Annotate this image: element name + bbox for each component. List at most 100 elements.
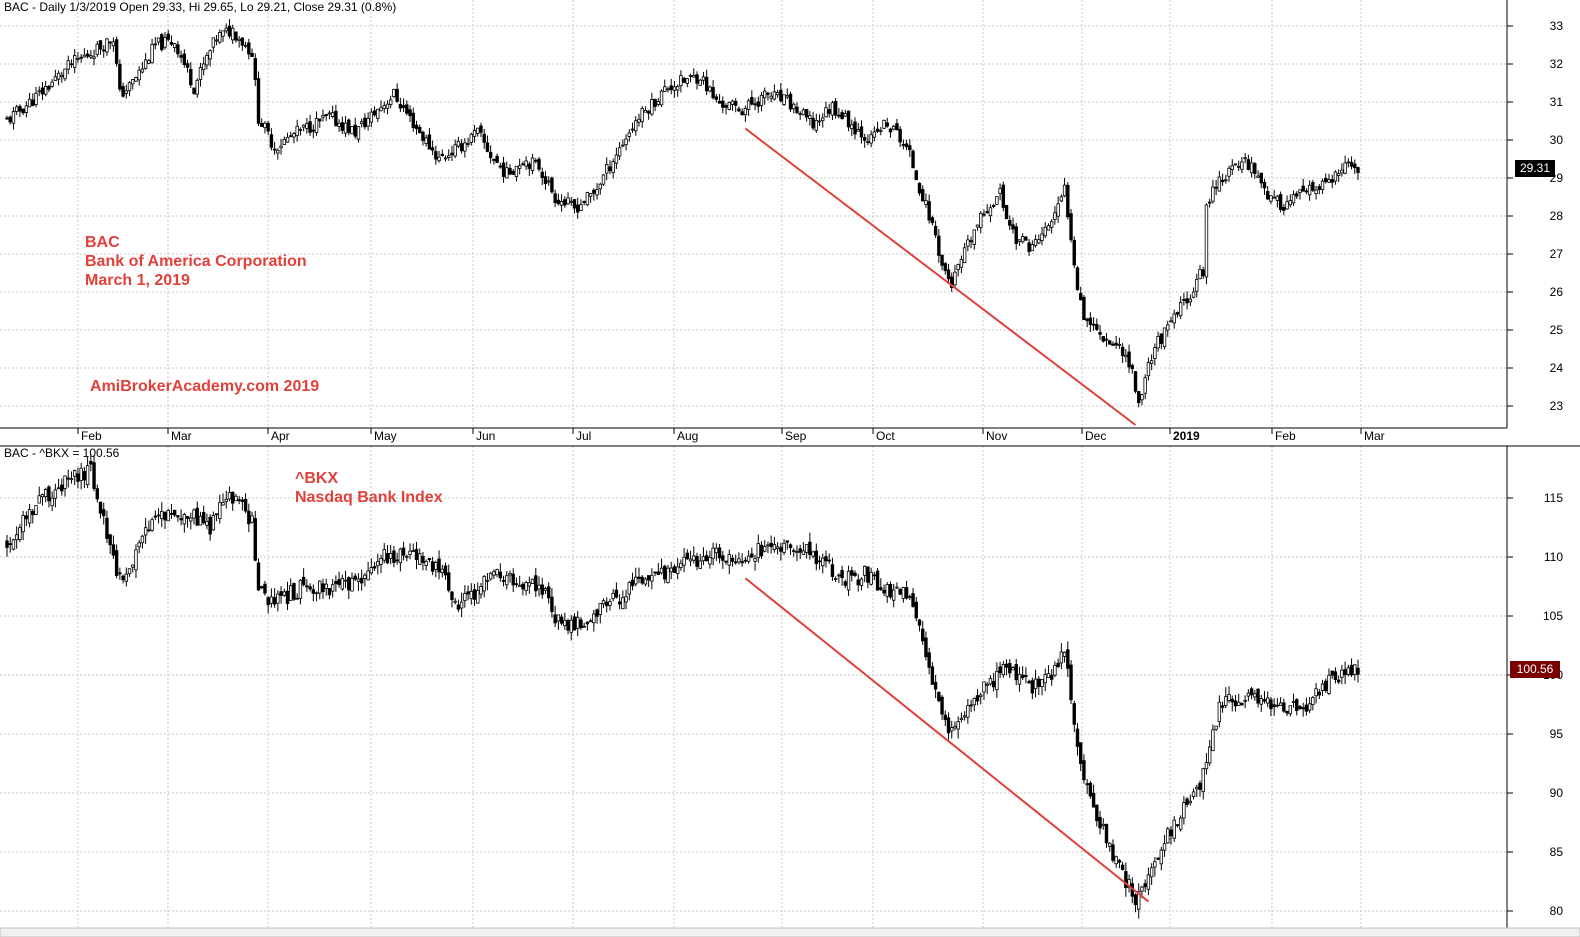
candle-body [189, 517, 193, 522]
candle-body [1266, 191, 1270, 200]
candle-body [224, 27, 228, 32]
candle-body [69, 478, 74, 481]
candle-body [592, 613, 596, 624]
candle-body [746, 100, 751, 110]
candle-body [243, 498, 248, 512]
candle-body [821, 557, 825, 567]
candle-body [1211, 729, 1215, 752]
candle-body [753, 558, 757, 562]
candle-body [1243, 699, 1247, 702]
candle-body [859, 126, 864, 138]
candle-body [376, 108, 380, 119]
candle-body [450, 591, 454, 601]
candle-body [862, 565, 867, 576]
candle-body [991, 205, 996, 207]
candle-body [198, 67, 203, 80]
candle-body [563, 619, 567, 627]
candle-body [285, 136, 290, 143]
candle-body [1236, 701, 1241, 706]
candle-body [211, 37, 216, 48]
candle-body [1262, 699, 1267, 702]
candle-body [743, 559, 748, 562]
candle-body [1091, 323, 1096, 326]
candle-body [514, 165, 519, 177]
candle-body [966, 705, 970, 718]
candle-body [853, 572, 857, 576]
candle-body [601, 600, 606, 605]
candle-body [763, 546, 767, 552]
candle-body [340, 122, 345, 131]
candle-body [840, 569, 844, 579]
candle-body [1037, 239, 1041, 244]
candle-body [1295, 193, 1299, 197]
candle-body [321, 583, 325, 593]
candle-body [1153, 347, 1157, 359]
candle-body [911, 150, 915, 169]
candle-body [214, 513, 219, 516]
candle-body [556, 199, 561, 205]
candle-body [750, 96, 754, 105]
candle-body [527, 163, 532, 170]
candle-body [160, 510, 164, 520]
candle-body [563, 199, 567, 206]
candle-body [879, 129, 883, 132]
candle-body [663, 565, 667, 580]
candle-body [318, 118, 322, 122]
candle-body [1014, 664, 1018, 681]
candle-body [1330, 179, 1334, 183]
candle-body [663, 86, 667, 92]
candle-body [1175, 311, 1180, 315]
candle-body [114, 39, 119, 64]
candle-body [688, 558, 693, 562]
candle-body [1140, 886, 1144, 892]
candle-body [1166, 828, 1170, 844]
candle-body [998, 666, 1002, 674]
candle-body [1195, 279, 1199, 292]
candle-body [1172, 313, 1176, 324]
candle-body [1146, 362, 1151, 377]
candle-body [553, 614, 557, 624]
candle-body [382, 105, 386, 109]
candle-body [102, 509, 106, 517]
candle-body [63, 68, 67, 80]
candle-body [260, 122, 264, 127]
candle-body [1230, 698, 1234, 703]
candle-body [1224, 179, 1228, 182]
candle-body [817, 560, 822, 563]
candle-body [314, 118, 319, 134]
candle-body [827, 109, 831, 114]
candle-body [434, 562, 438, 570]
candle-body [682, 77, 686, 83]
candle-body [695, 555, 699, 567]
candle-body [1240, 161, 1244, 170]
candle-body [579, 204, 583, 211]
candle-body [1130, 365, 1134, 370]
candle-body [527, 582, 532, 587]
candle-body [301, 124, 306, 128]
candle-body [530, 578, 535, 584]
candle-body [143, 527, 148, 536]
candle-body [856, 129, 860, 132]
candle-body [411, 112, 415, 129]
candle-body [201, 63, 206, 71]
candle-body [424, 137, 428, 144]
candle-body [443, 565, 448, 576]
candle-body [1162, 843, 1167, 851]
candle-body [1317, 691, 1322, 696]
candle-body [102, 49, 106, 52]
candle-body [482, 576, 486, 592]
candle-body [1259, 698, 1263, 705]
candle-body [501, 162, 506, 177]
candle-body [1204, 762, 1209, 770]
candle-body [1011, 667, 1015, 671]
candle-body [330, 112, 335, 117]
candle-body [1017, 239, 1022, 242]
candle-body [924, 200, 928, 205]
candle-body [630, 579, 635, 587]
y-tick-label: 90 [1550, 786, 1564, 800]
candle-body [972, 697, 977, 706]
candle-body [756, 101, 760, 107]
candle-body [53, 489, 58, 499]
candle-body [798, 548, 802, 553]
